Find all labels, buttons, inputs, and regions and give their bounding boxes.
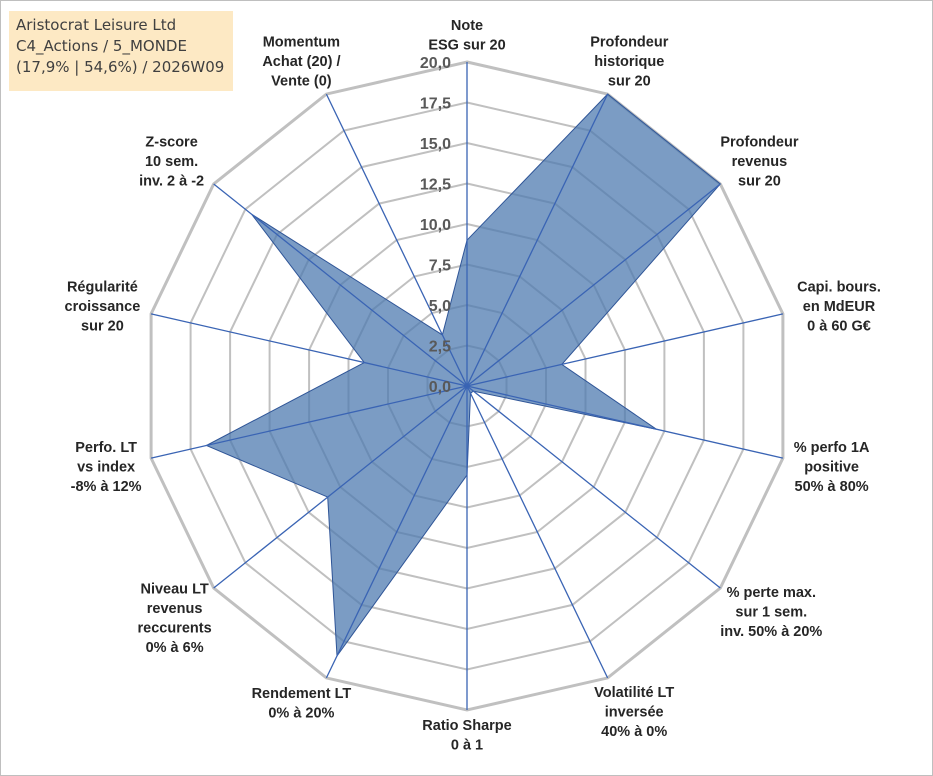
axis-spoke — [466, 313, 784, 387]
axis-label-line: revenus — [147, 601, 203, 617]
axis-spoke — [466, 93, 609, 387]
axis-spoke — [325, 93, 468, 387]
axis-label-line: 0 à 1 — [451, 738, 483, 754]
axis-label-line: inversée — [605, 705, 664, 721]
axis-label-line: 0% à 6% — [146, 640, 204, 656]
info-box: Aristocrat Leisure Ltd C4_Actions / 5_MO… — [9, 11, 233, 91]
axis-label-line: Achat (20) / — [262, 54, 340, 70]
tick-label: 2,5 — [429, 339, 451, 356]
axis-label: Volatilité LT inversée 40% à 0% — [594, 685, 674, 740]
axis-label-line: sur 1 sem. — [735, 605, 807, 621]
axis-spoke — [213, 385, 468, 589]
axis-label-line: % perfo 1A — [794, 440, 870, 456]
axis-label-line: Rendement LT — [252, 686, 352, 702]
axis-spoke — [466, 183, 721, 387]
axis-spoke — [466, 385, 609, 679]
axis-label-line: croissance — [65, 299, 141, 315]
axis-label: % perte max. sur 1 sem. inv. 50% à 20% — [720, 585, 822, 640]
tick-label: 20,0 — [420, 55, 451, 72]
axis-spoke — [325, 385, 468, 679]
axis-label-line: sur 20 — [81, 318, 124, 334]
axis-label-line: ESG sur 20 — [428, 38, 505, 54]
axis-label: Perfo. LT vs index -8% à 12% — [71, 440, 142, 495]
axis-label-line: reccurents — [138, 620, 212, 636]
axis-label-line: inv. 50% à 20% — [720, 624, 822, 640]
company-name: Aristocrat Leisure Ltd — [16, 16, 177, 34]
axis-label-line: Profondeur — [590, 34, 668, 50]
axis-label: Z-score 10 sem. inv. 2 à -2 — [139, 135, 204, 190]
axis-label-line: Momentum — [263, 34, 340, 50]
axis-label-line: vs index — [77, 460, 135, 476]
axis-label-line: Ratio Sharpe — [422, 718, 511, 734]
axis-label-line: 50% à 80% — [795, 479, 869, 495]
axis-label-line: inv. 2 à -2 — [139, 174, 204, 190]
tick-label: 17,5 — [420, 96, 451, 113]
axis-label-line: Régularité — [67, 279, 138, 295]
axis-label: Régularité croissance sur 20 — [65, 279, 141, 334]
portfolio-label: C4_Actions / 5_MONDE — [16, 37, 187, 55]
axis-label-line: -8% à 12% — [71, 479, 142, 495]
axis-label: Niveau LT revenus reccurents 0% à 6% — [138, 581, 212, 656]
axis-label-line: positive — [804, 460, 859, 476]
axis-label-line: Perfo. LT — [75, 440, 137, 456]
axis-label-line: Niveau LT — [140, 581, 208, 597]
axis-label: Ratio Sharpe 0 à 1 — [422, 718, 511, 754]
tick-label: 5,0 — [429, 298, 451, 315]
axis-label: Momentum Achat (20) / Vente (0) — [262, 34, 340, 89]
axis-label-line: sur 20 — [738, 174, 781, 190]
axis-labels: Note ESG sur 20 Profondeur historique sur 20… — [65, 18, 881, 754]
tick-label: 7,5 — [429, 258, 451, 275]
axis-label-line: Z-score — [145, 135, 197, 151]
tick-label: 10,0 — [420, 217, 451, 234]
axis-label-line: historique — [594, 54, 664, 70]
axis-spoke — [466, 385, 721, 589]
axis-label-line: en MdEUR — [803, 299, 876, 315]
axis-spoke — [150, 385, 468, 459]
axis-spoke — [150, 313, 468, 387]
tick-label: 15,0 — [420, 136, 451, 153]
axis-label: Capi. bours. en MdEUR 0 à 60 G€ — [797, 279, 881, 334]
axis-label-line: sur 20 — [608, 73, 651, 89]
axis-label: Profondeur historique sur 20 — [590, 34, 668, 89]
stats-label: (17,9% | 54,6%) / 2026W09 — [16, 58, 225, 76]
axis-label-line: revenus — [732, 154, 788, 170]
axis-spoke — [213, 183, 468, 387]
axis-label-line: 10 sem. — [145, 154, 198, 170]
axis-label: Note ESG sur 20 — [428, 18, 505, 54]
axis-label: % perfo 1A positive 50% à 80% — [794, 440, 870, 495]
axis-label-line: Vente (0) — [271, 73, 332, 89]
axis-label-line: 40% à 0% — [601, 724, 667, 740]
axis-label-line: Volatilité LT — [594, 685, 674, 701]
axis-label-line: Capi. bours. — [797, 279, 881, 295]
axis-label-line: Note — [451, 18, 483, 34]
axis-label-line: 0% à 20% — [268, 706, 334, 722]
axis-spoke — [466, 385, 784, 459]
tick-label: 0,0 — [429, 379, 451, 396]
axis-label: Rendement LT 0% à 20% — [252, 686, 352, 722]
axis-label-line: % perte max. — [727, 585, 816, 601]
axis-label-line: 0 à 60 G€ — [807, 318, 871, 334]
axis-label-line: Profondeur — [720, 135, 798, 151]
axis-label: Profondeur revenus sur 20 — [720, 135, 798, 190]
axis-spokes — [150, 62, 784, 710]
tick-label: 12,5 — [420, 177, 451, 194]
radial-tick-labels: 0,0 2,5 5,0 7,5 10,0 12,5 15,0 17,5 20,0 — [420, 55, 451, 396]
